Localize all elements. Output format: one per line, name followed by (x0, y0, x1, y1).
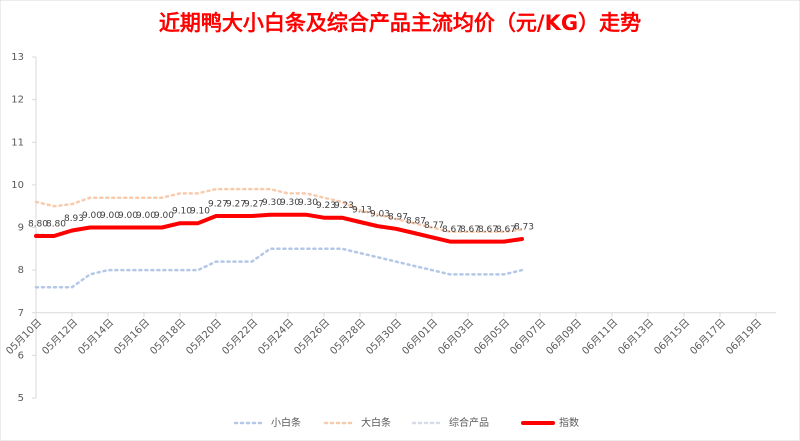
y-tick-label: 11 (11, 137, 24, 148)
data-label: 8.77 (424, 221, 444, 231)
data-label: 8.80 (46, 220, 66, 230)
data-label: 8.93 (64, 214, 84, 224)
series-line (34, 247, 524, 289)
data-label: 9.30 (280, 198, 300, 208)
data-label: 9.10 (190, 207, 210, 217)
data-label: 9.00 (100, 211, 120, 221)
data-label: 9.30 (298, 198, 318, 208)
data-label: 9.30 (262, 198, 282, 208)
data-label: 9.27 (208, 199, 228, 209)
y-tick-label: 13 (11, 52, 24, 63)
legend-label: 指数 (559, 416, 579, 429)
data-label: 8.87 (406, 217, 426, 227)
data-label: 9.13 (352, 205, 372, 215)
y-tick-label: 10 (11, 180, 24, 191)
y-tick-label: 5 (18, 393, 24, 404)
y-tick-label: 9 (18, 223, 24, 234)
data-label: 9.27 (226, 199, 246, 209)
data-label: 8.67 (442, 225, 462, 235)
legend-label: 小白条 (271, 416, 301, 429)
y-tick-label: 7 (18, 308, 24, 319)
data-label: 9.10 (172, 207, 192, 217)
data-label: 8.73 (514, 223, 534, 233)
y-tick-label: 6 (18, 350, 24, 361)
data-label: 9.27 (244, 199, 264, 209)
data-label: 9.00 (82, 211, 102, 221)
legend-label: 综合产品 (449, 416, 489, 429)
y-tick-label: 8 (18, 265, 24, 276)
data-label: 9.00 (154, 211, 174, 221)
data-label: 8.97 (388, 212, 408, 222)
data-label: 9.00 (118, 211, 138, 221)
data-label: 9.23 (316, 201, 336, 211)
series-line (34, 212, 524, 244)
data-label: 9.03 (370, 210, 390, 220)
data-label: 8.67 (460, 225, 480, 235)
data-label: 8.67 (496, 225, 516, 235)
data-label: 9.23 (334, 201, 354, 211)
y-tick-label: 12 (11, 95, 24, 106)
data-label: 9.00 (136, 211, 156, 221)
series-line (34, 187, 524, 234)
data-label: 8.67 (478, 225, 498, 235)
legend-label: 大白条 (361, 416, 391, 429)
chart-title: 近期鸭大小白条及综合产品主流均价（元/KG）走势 (159, 11, 641, 35)
data-label: 8.80 (28, 220, 48, 230)
